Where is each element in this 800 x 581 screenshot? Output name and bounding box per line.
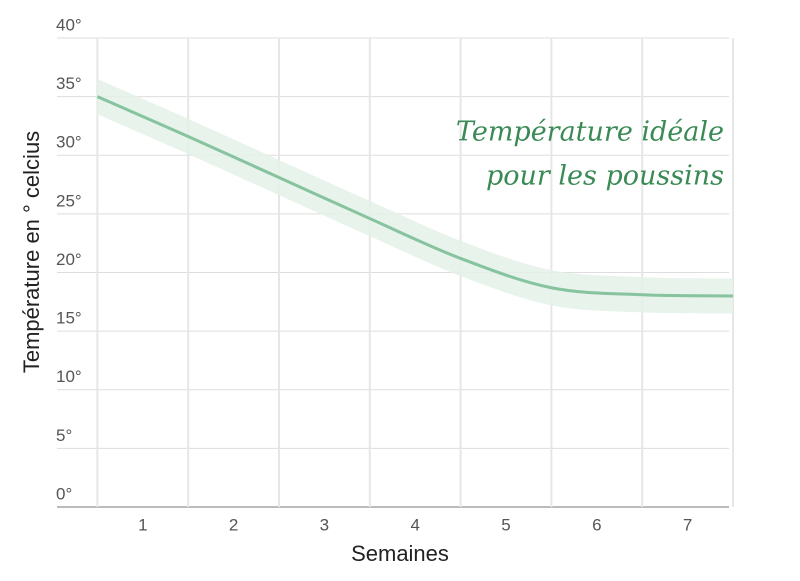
y-tick-label: 35° <box>56 74 82 93</box>
y-tick-label: 5° <box>56 426 72 445</box>
y-tick-label: 0° <box>56 484 72 503</box>
y-tick-label: 15° <box>56 309 82 328</box>
x-tick-label: 1 <box>138 515 147 534</box>
y-tick-label: 40° <box>56 15 82 34</box>
y-tick-label: 30° <box>56 133 82 152</box>
x-axis-title: Semaines <box>351 541 449 566</box>
x-tick-label: 5 <box>501 515 510 534</box>
annotation: Température idéale <box>456 117 724 148</box>
y-tick-label: 20° <box>56 250 82 269</box>
annotation: pour les poussins <box>486 161 724 192</box>
x-tick-label: 2 <box>229 515 238 534</box>
x-tick-label: 4 <box>410 515 419 534</box>
y-tick-label: 25° <box>56 191 82 210</box>
y-axis-title: Température en ° celcius <box>19 131 44 373</box>
confidence-band <box>97 79 733 314</box>
x-tick-label: 6 <box>592 515 601 534</box>
x-tick-label: 7 <box>683 515 692 534</box>
x-tick-label: 3 <box>320 515 329 534</box>
data-line <box>96 95 734 298</box>
y-tick-label: 10° <box>56 367 82 386</box>
